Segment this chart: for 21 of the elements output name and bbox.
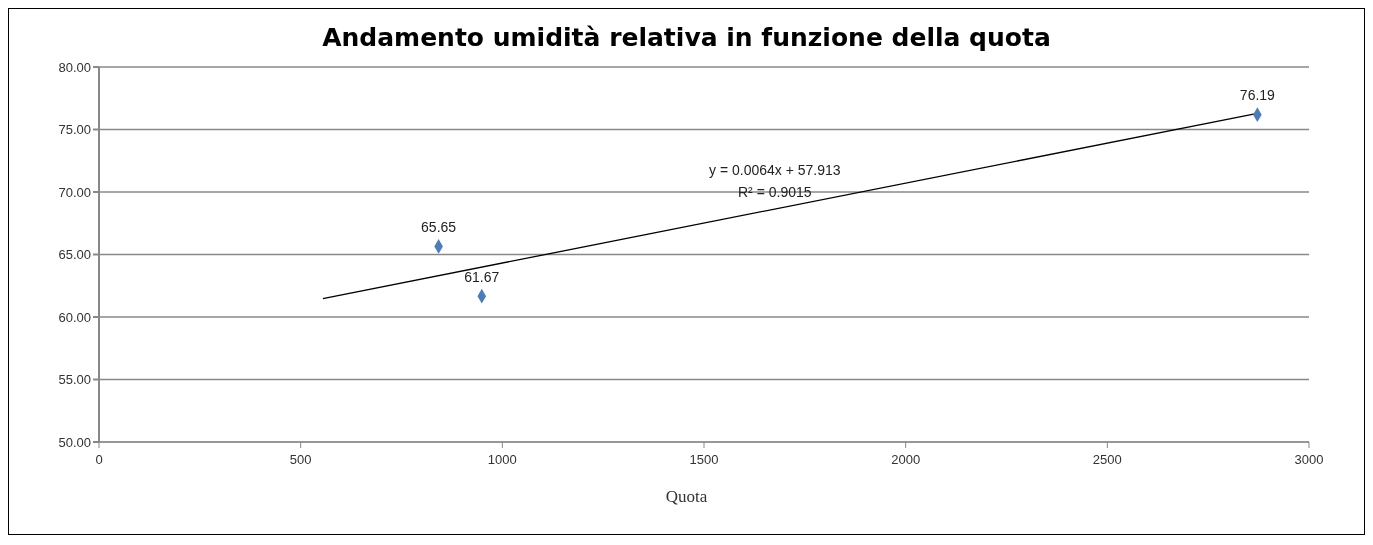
y-tick-label: 80.00 [58,59,91,75]
x-axis-title: Quota [664,487,709,507]
y-tick-label: 50.00 [58,434,91,450]
chart-title: Andamento umidità relativa in funzione della quota [321,23,1052,54]
data-label: 65.65 [421,218,457,235]
y-tick-label: 55.00 [58,372,91,388]
y-tick-label: 65.00 [58,247,91,263]
x-tick-label: 500 [289,452,312,467]
x-tick-label: 1000 [487,452,517,467]
data-label: 76.19 [1239,87,1276,104]
data-label: 61.67 [464,268,500,285]
annotation: R² = 0.9015 [737,183,813,202]
y-tick-label: 60.00 [58,309,91,325]
x-tick-label: 1500 [689,452,719,467]
x-tick-label: 0 [95,452,103,467]
x-tick-label: 2500 [1092,452,1122,467]
y-tick-label: 75.00 [58,122,91,138]
x-tick-label: 3000 [1294,452,1324,467]
annotation: y = 0.0064x + 57.913 [709,161,841,180]
y-tick-label: 70.00 [58,184,91,200]
x-tick-label: 2000 [891,452,921,467]
